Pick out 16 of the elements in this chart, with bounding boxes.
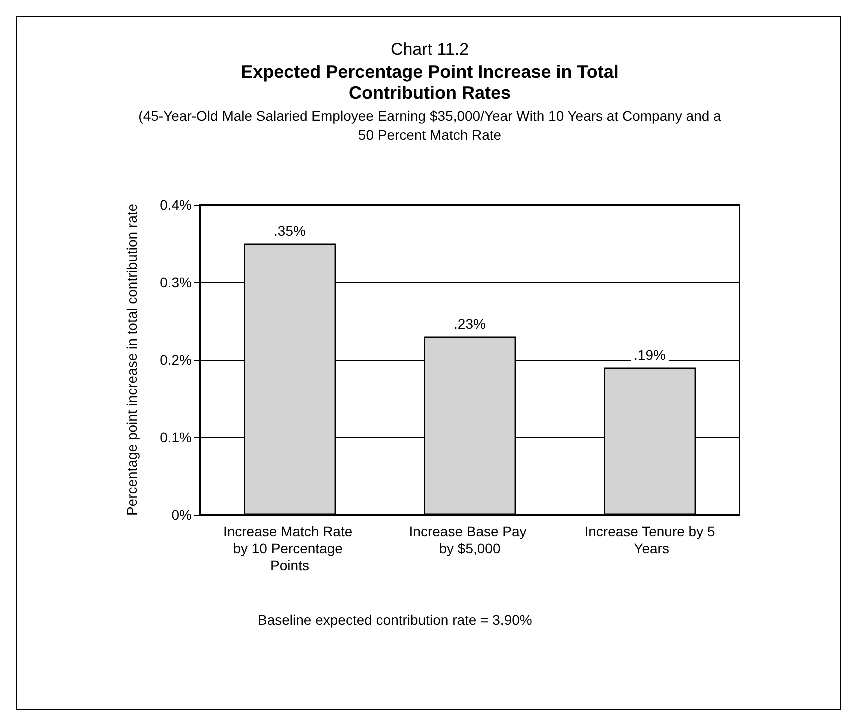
chart-title: Expected Percentage Point Increase in Total Contribution Rates (240, 62, 620, 104)
x-tick-label: Increase Match Rate by 10 Percentage Points (223, 524, 357, 574)
x-tick-label: Increase Tenure by 5 Years (584, 524, 716, 556)
text: Baseline expected contribution rate = 3.90% (258, 612, 532, 628)
y-axis-title: Percentage point increase in total contribution rate (124, 204, 140, 516)
x-tick-label: Increase Base Pay by $5,000 (409, 524, 531, 556)
y-tick-label: 0.4% (160, 197, 192, 213)
y-tick-label: 0% (172, 507, 192, 523)
chart-subtitle: (45-Year-Old Male Salaried Employee Earning $35,000/Year With 10 Years at Company and a 50 Percent Match Rate (138, 107, 722, 145)
data-label: .23% (454, 316, 486, 332)
y-tick-label: 0.3% (160, 274, 192, 290)
data-label: .35% (274, 222, 306, 239)
y-tick-label: 0.1% (160, 430, 192, 446)
y-tick-label: 0.2% (160, 352, 192, 368)
data-label: .19% (634, 346, 666, 363)
caption: Chart 11.2 (390, 40, 470, 60)
